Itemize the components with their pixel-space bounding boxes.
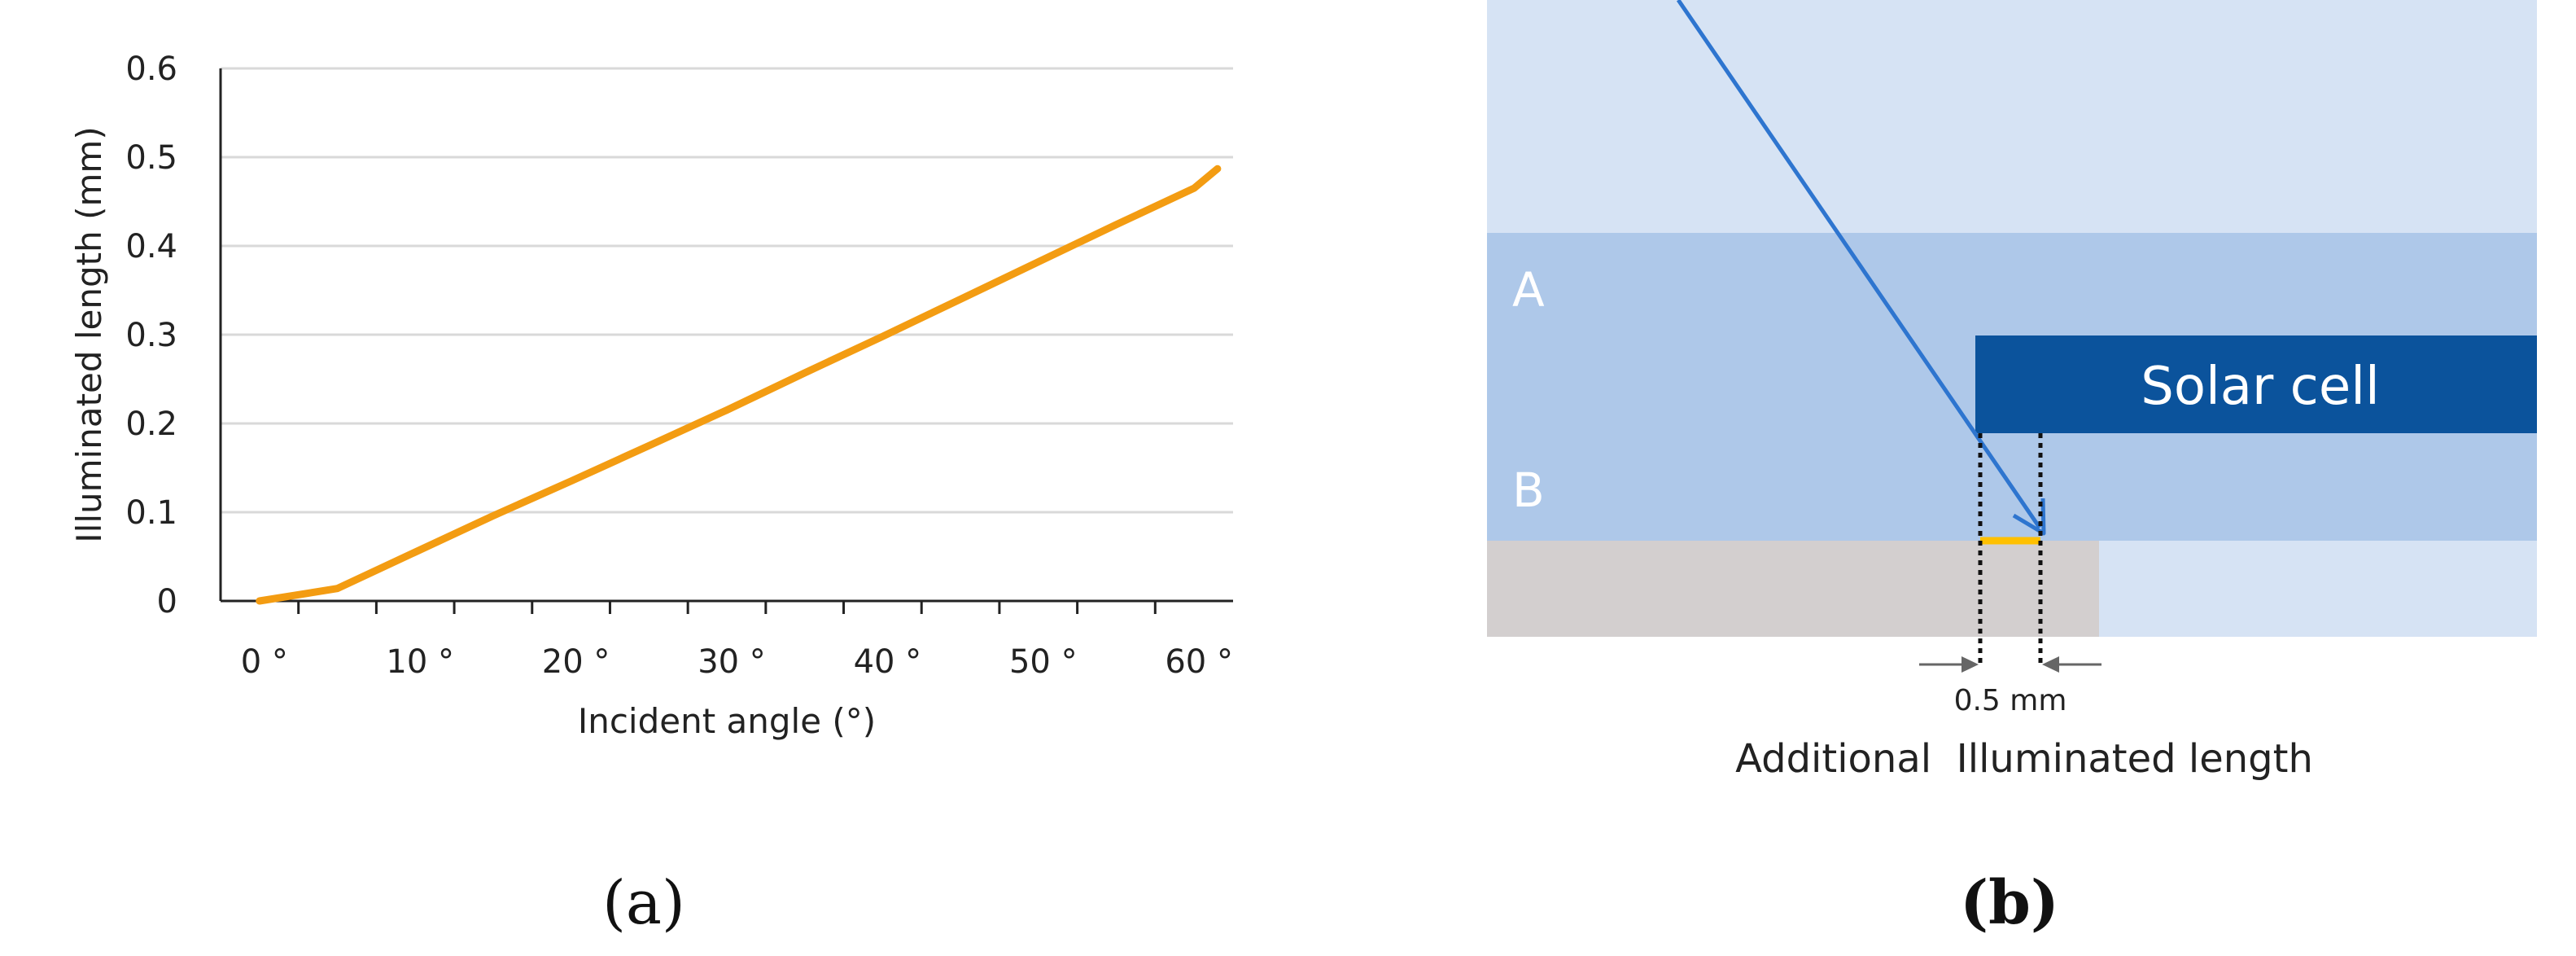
y-tick-label-3: 0.3 [125, 317, 177, 354]
x-tick-label-6: 60 ° [1165, 643, 1233, 681]
x-tick-label-1: 10 ° [386, 643, 454, 681]
x-tick-label-4: 40 ° [854, 643, 922, 681]
solar-cell-label: Solar cell [2141, 357, 2380, 417]
dimension-arrowhead-left [1962, 656, 1979, 673]
solar-cell [1975, 335, 2537, 433]
series-layer [256, 164, 1222, 605]
y-axis-title: Illuminated length (mm) [69, 126, 109, 542]
grid-lines [221, 67, 1233, 514]
x-tick-marks [297, 601, 1157, 614]
diagram-panel: Solar cell A B 0.5 mm Additional Illumin… [1487, 0, 2537, 938]
y-tick-label-5: 0.5 [125, 139, 177, 177]
chart-panel: 0 0.1 0.2 0.3 0.4 0.5 0.6 0 ° 10 ° 20 ° 30 ° 40 ° 5… [69, 50, 1233, 938]
x-tick-label-0: 0 ° [241, 643, 288, 681]
layer-b-label: B [1512, 463, 1545, 518]
series-line-0 [256, 164, 1222, 605]
diagram-caption: Additional Illuminated length [1735, 736, 2313, 782]
panel-label-b: (b) [1960, 868, 2059, 938]
x-tick-labels: 0 ° 10 ° 20 ° 30 ° 40 ° 50 ° 60 ° [241, 643, 1233, 681]
y-tick-label-0: 0 [157, 583, 177, 621]
top-layer [1487, 0, 2537, 233]
y-tick-labels: 0 0.1 0.2 0.3 0.4 0.5 0.6 [125, 50, 177, 621]
x-axis-title: Incident angle (°) [578, 701, 876, 741]
y-tick-label-1: 0.1 [125, 494, 177, 532]
dimension-arrowhead-right [2042, 656, 2059, 673]
y-tick-label-4: 0.4 [125, 228, 177, 265]
x-tick-label-5: 50 ° [1009, 643, 1078, 681]
y-tick-label-2: 0.2 [125, 406, 177, 443]
panel-label-a: (a) [602, 868, 685, 938]
substrate [1487, 541, 2099, 637]
dimension-label: 0.5 mm [1954, 684, 2067, 717]
incident-ray [1676, 0, 2042, 529]
layer-a-label: A [1512, 262, 1545, 318]
ray-arrowhead [2012, 498, 2046, 536]
x-tick-label-2: 20 ° [542, 643, 610, 681]
y-tick-label-6: 0.6 [125, 50, 177, 88]
x-tick-label-3: 30 ° [698, 643, 766, 681]
